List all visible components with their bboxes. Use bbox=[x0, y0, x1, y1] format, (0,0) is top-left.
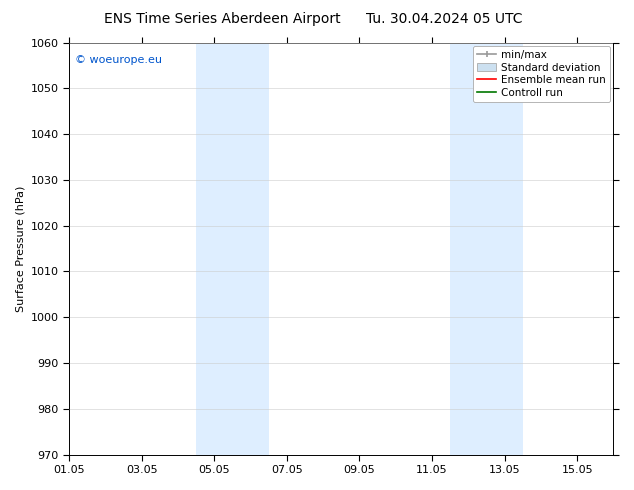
Text: Tu. 30.04.2024 05 UTC: Tu. 30.04.2024 05 UTC bbox=[366, 12, 522, 26]
Bar bbox=[233, 43, 269, 455]
Bar bbox=[450, 43, 486, 455]
Text: ENS Time Series Aberdeen Airport: ENS Time Series Aberdeen Airport bbox=[103, 12, 340, 26]
Bar bbox=[196, 43, 233, 455]
Legend: min/max, Standard deviation, Ensemble mean run, Controll run: min/max, Standard deviation, Ensemble me… bbox=[473, 46, 611, 102]
Text: © woeurope.eu: © woeurope.eu bbox=[75, 55, 162, 65]
Y-axis label: Surface Pressure (hPa): Surface Pressure (hPa) bbox=[15, 185, 25, 312]
Bar bbox=[486, 43, 522, 455]
